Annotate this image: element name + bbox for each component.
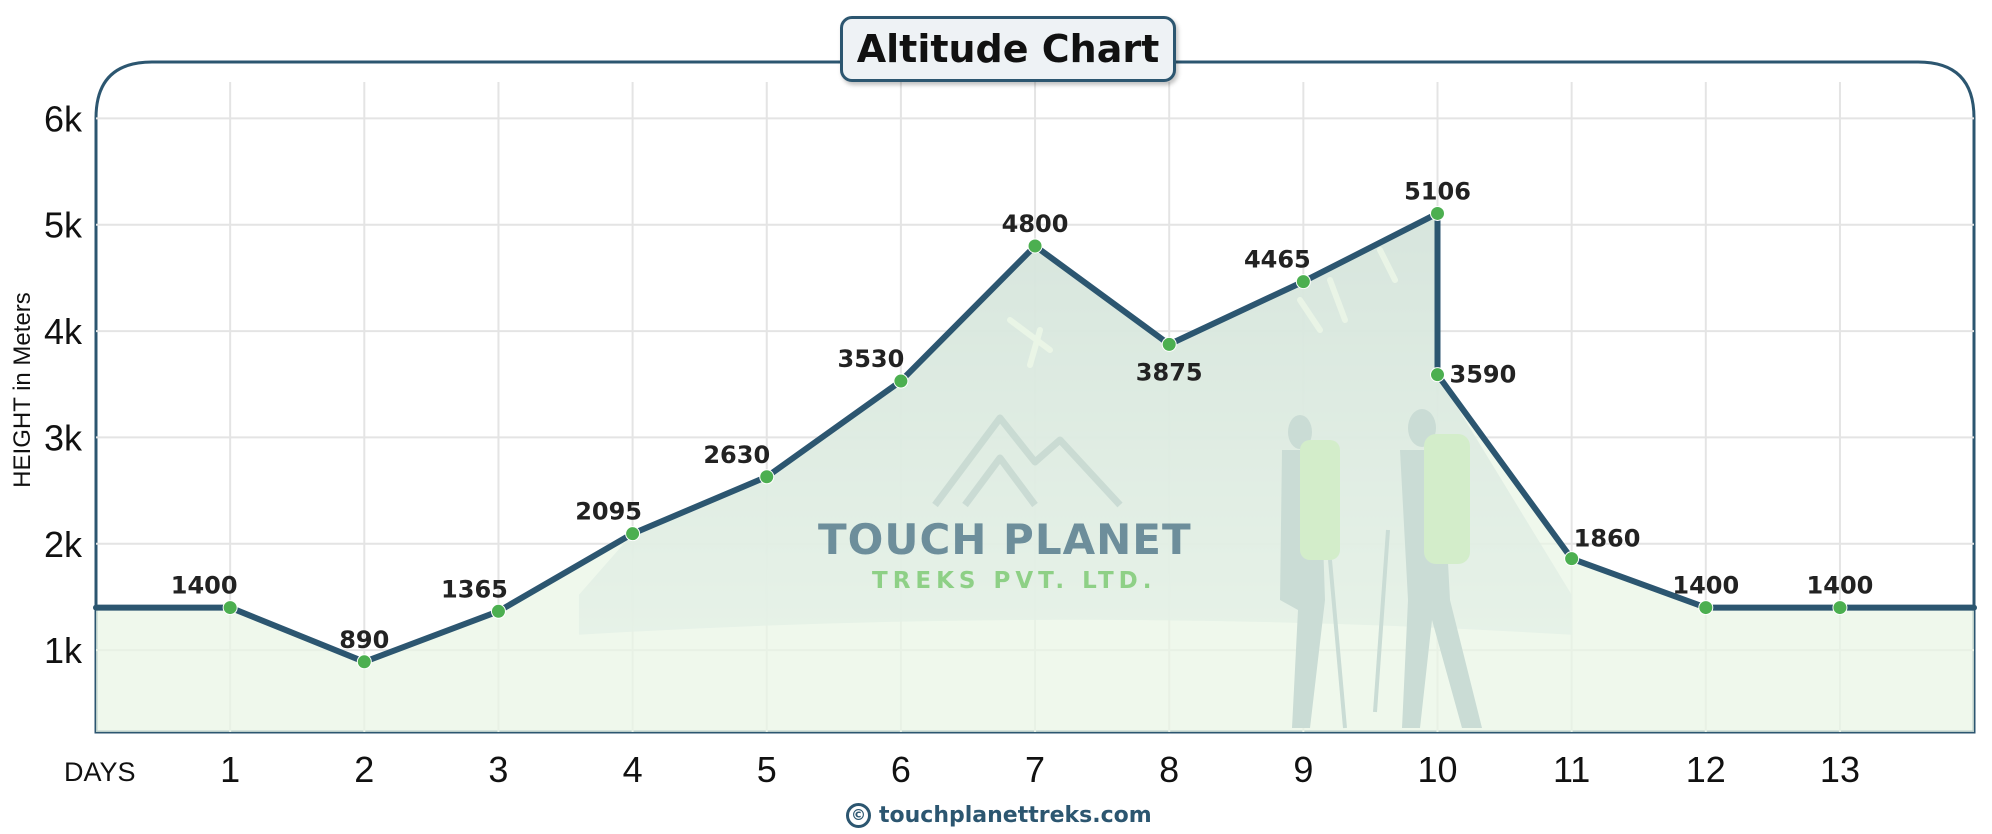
- x-tick-label: 1: [220, 749, 240, 790]
- data-label: 890: [339, 626, 389, 654]
- x-tick-label: 12: [1686, 749, 1726, 790]
- data-point: [625, 526, 641, 542]
- data-label: 1860: [1574, 525, 1641, 553]
- x-tick-label: 7: [1025, 749, 1045, 790]
- data-point: [1027, 238, 1043, 254]
- y-tick-label: 3k: [44, 417, 83, 458]
- footer: © touchplanettreks.com: [846, 798, 1152, 832]
- data-label: 3875: [1136, 358, 1203, 386]
- watermark-title: TOUCH PLANET: [818, 515, 1192, 564]
- data-point: [1832, 600, 1848, 616]
- y-tick-label: 2k: [44, 524, 83, 565]
- x-tick-label: 6: [891, 749, 911, 790]
- x-tick-label: 5: [757, 749, 777, 790]
- data-point: [222, 600, 238, 616]
- x-axis-ticks: 1 2 3 4 5 6 7 8 9 10 11 12 13: [220, 749, 1860, 790]
- data-point: [1295, 274, 1311, 290]
- data-label: 3530: [838, 345, 905, 373]
- data-points: [222, 205, 1848, 670]
- copyright-icon: ©: [846, 802, 871, 828]
- data-label: 2630: [703, 441, 770, 469]
- data-label: 4800: [1002, 210, 1069, 238]
- y-axis-label: HEIGHT in Meters: [9, 292, 36, 488]
- data-point: [893, 373, 909, 389]
- data-label: 4465: [1244, 246, 1311, 274]
- data-point: [1430, 205, 1445, 221]
- data-label: 1365: [441, 575, 508, 603]
- footer-url[interactable]: touchplanettreks.com: [879, 802, 1152, 828]
- data-point: [759, 469, 775, 485]
- x-tick-label: 8: [1159, 749, 1179, 790]
- x-tick-label: 3: [488, 749, 508, 790]
- data-label: 1400: [1807, 572, 1874, 600]
- y-tick-label: 5k: [44, 205, 83, 246]
- y-tick-label: 6k: [44, 98, 83, 139]
- x-tick-label: 13: [1820, 749, 1860, 790]
- x-tick-label: 10: [1417, 749, 1457, 790]
- data-label: 1400: [171, 572, 238, 600]
- data-point: [1430, 367, 1445, 383]
- data-label: 3590: [1450, 361, 1517, 389]
- chart-title: Altitude Chart: [840, 16, 1176, 82]
- y-tick-label: 4k: [44, 311, 83, 352]
- x-tick-label: 9: [1293, 749, 1313, 790]
- x-tick-label: 4: [623, 749, 643, 790]
- x-tick-label: 11: [1553, 749, 1590, 790]
- data-point: [490, 603, 506, 619]
- x-axis-label: DAYS: [64, 757, 136, 787]
- data-label: 5106: [1404, 177, 1471, 205]
- data-labels: 1400 890 1365 2095 2630 3530 4800 3875 4465 5106 3…: [171, 177, 1874, 653]
- data-point: [1698, 600, 1714, 616]
- y-axis-ticks: 1k 2k 3k 4k 5k 6k: [44, 98, 83, 671]
- data-label: 1400: [1672, 572, 1739, 600]
- data-point: [1564, 551, 1580, 567]
- watermark-subtitle: TREKS PVT. LTD.: [872, 568, 1157, 594]
- altitude-area-fill: [96, 213, 1974, 732]
- altitude-line: [93, 210, 1977, 665]
- data-point: [1161, 336, 1177, 352]
- data-point: [356, 654, 372, 670]
- data-label: 2095: [575, 498, 642, 526]
- y-tick-label: 1k: [44, 630, 83, 671]
- x-tick-label: 2: [354, 749, 374, 790]
